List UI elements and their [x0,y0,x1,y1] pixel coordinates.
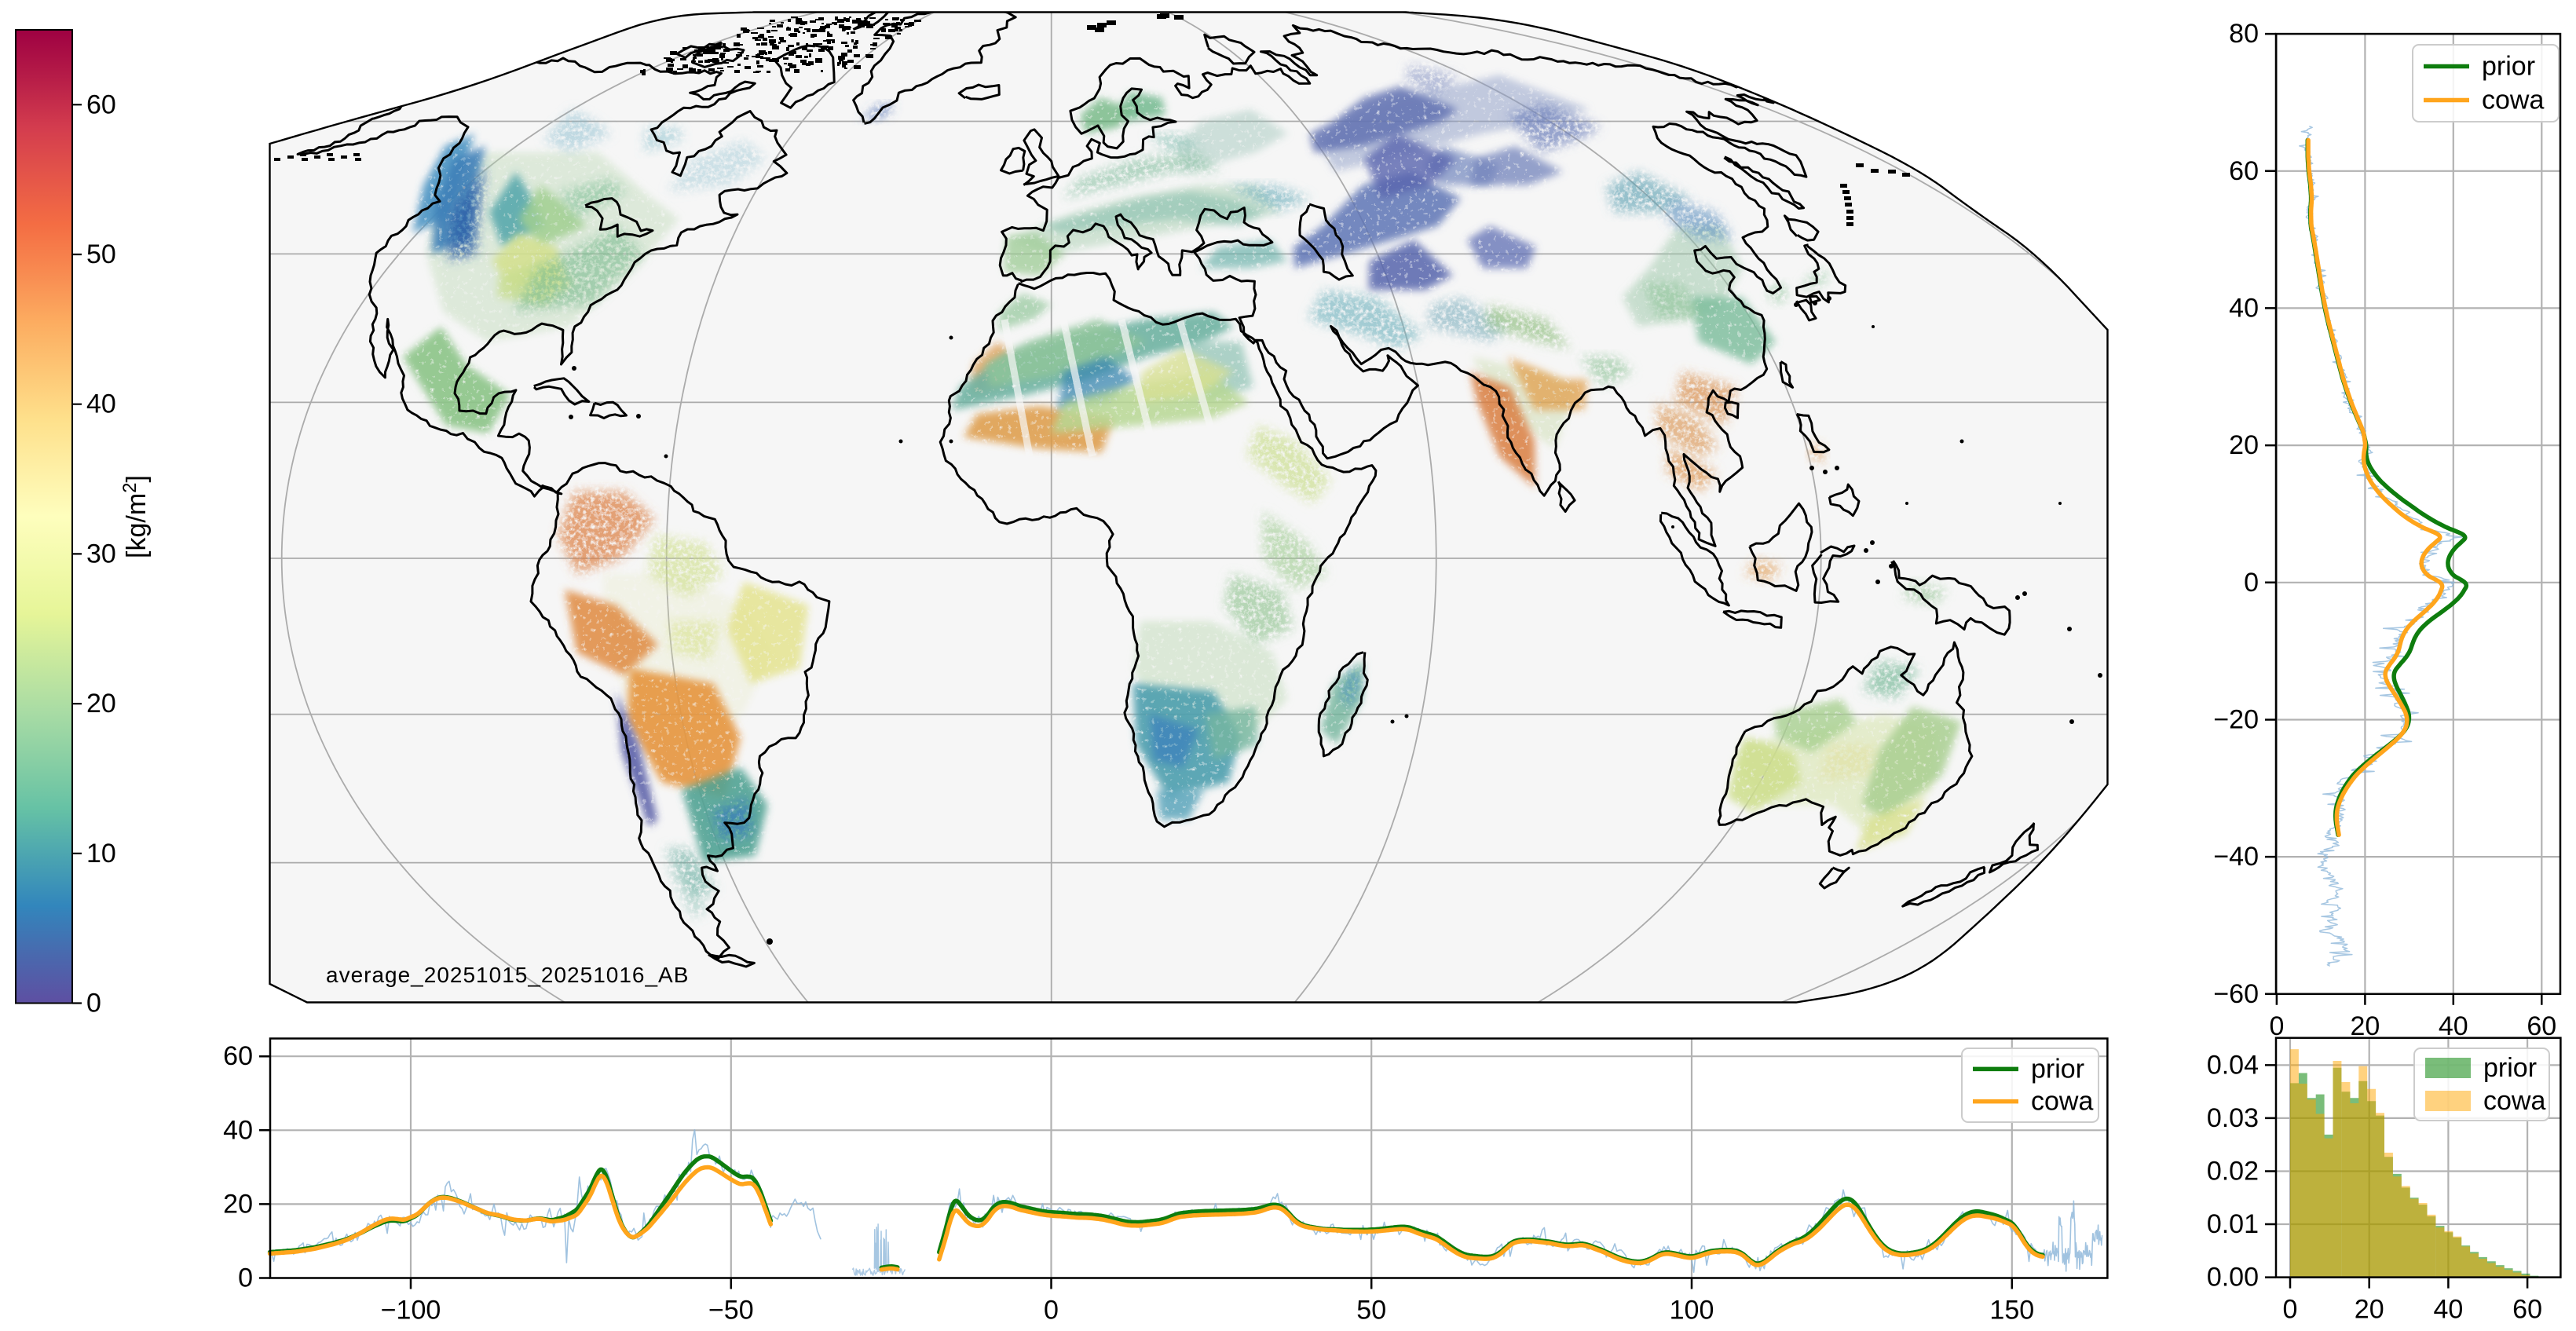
svg-text:50: 50 [86,240,116,269]
svg-text:0: 0 [2244,568,2259,598]
svg-text:60: 60 [2527,1011,2556,1041]
svg-text:0: 0 [1044,1296,1059,1326]
svg-text:20: 20 [2229,430,2259,460]
svg-text:60: 60 [86,90,116,119]
svg-text:0: 0 [86,989,101,1018]
svg-text:0.01: 0.01 [2207,1209,2259,1239]
svg-text:30: 30 [86,539,116,569]
svg-text:prior: prior [2482,51,2535,81]
svg-text:20: 20 [2355,1295,2384,1325]
svg-text:cowa: cowa [2483,1086,2545,1116]
svg-text:0.02: 0.02 [2207,1157,2259,1187]
svg-text:average_20251015_20251016_AB: average_20251015_20251016_AB [326,963,689,987]
svg-text:0: 0 [2269,1011,2284,1041]
svg-text:0: 0 [238,1263,253,1293]
svg-text:50: 50 [1356,1296,1386,1326]
svg-text:−60: −60 [2213,979,2259,1009]
svg-text:prior: prior [2031,1054,2084,1084]
svg-text:−100: −100 [381,1296,441,1326]
svg-text:0.03: 0.03 [2207,1103,2259,1133]
svg-text:150: 150 [1989,1296,2034,1326]
svg-text:60: 60 [2229,156,2259,186]
svg-text:60: 60 [2512,1295,2542,1325]
svg-text:20: 20 [223,1189,253,1219]
svg-text:cowa: cowa [2031,1087,2093,1117]
svg-text:20: 20 [86,689,116,719]
svg-text:100: 100 [1670,1296,1714,1326]
svg-text:−50: −50 [708,1296,754,1326]
svg-text:20: 20 [2350,1011,2380,1041]
svg-text:40: 40 [2433,1295,2463,1325]
svg-text:40: 40 [2229,293,2259,323]
svg-text:0.04: 0.04 [2207,1050,2259,1080]
svg-text:40: 40 [86,389,116,419]
svg-text:−40: −40 [2213,842,2259,872]
svg-text:−20: −20 [2213,705,2259,735]
svg-text:cowa: cowa [2482,86,2544,115]
svg-text:0.00: 0.00 [2207,1263,2259,1293]
svg-text:10: 10 [86,839,116,868]
svg-text:40: 40 [223,1115,253,1145]
svg-text:40: 40 [2439,1011,2468,1041]
svg-text:60: 60 [223,1041,253,1071]
svg-text:prior: prior [2483,1053,2537,1083]
svg-text:0: 0 [2283,1295,2298,1325]
svg-text:80: 80 [2229,19,2259,49]
